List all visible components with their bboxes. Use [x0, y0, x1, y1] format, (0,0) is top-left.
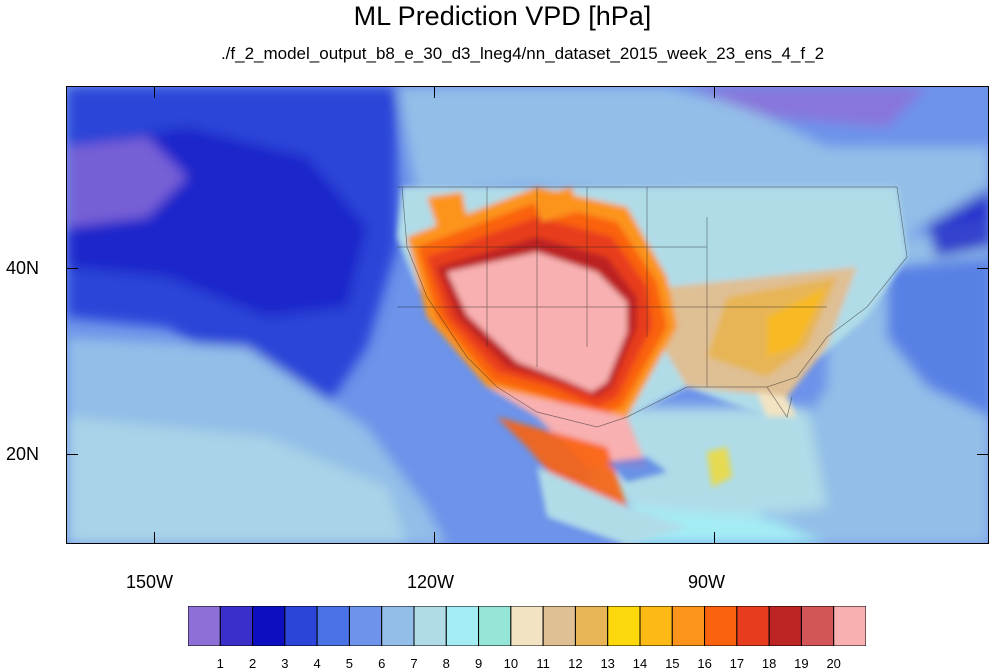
colorbar-tick-label: 6	[378, 656, 386, 671]
colorbar-swatch	[284, 606, 318, 646]
tick-right-40n	[977, 268, 989, 269]
colorbar	[188, 606, 866, 646]
colorbar-tick-label: 17	[729, 656, 745, 671]
tick-left-40n	[66, 268, 78, 269]
colorbar-tick-label: 11	[536, 656, 550, 671]
colorbar-swatch	[510, 606, 544, 646]
colorbar-tick-label: 4	[313, 656, 321, 671]
colorbar-swatch	[833, 606, 866, 646]
colorbar-swatch	[445, 606, 480, 646]
lon-label-120w: 120W	[407, 572, 455, 592]
map-title: ML Prediction VPD [hPa]	[353, 1, 652, 31]
colorbar-tick-label: 16	[697, 656, 712, 671]
colorbar-tick-label: 18	[761, 656, 777, 671]
colorbar-tick-label: 20	[826, 656, 841, 671]
tick-right-20n	[977, 454, 989, 455]
tick-bottom-150w	[154, 532, 155, 544]
colorbar-swatch	[542, 606, 576, 646]
colorbar-swatch	[219, 606, 254, 646]
colorbar-tick-label: 2	[248, 656, 257, 671]
lat-label-20n: 20N	[6, 444, 40, 464]
lon-label-90w: 90W	[688, 572, 726, 592]
tick-top-150w	[154, 86, 155, 98]
tick-bottom-90w	[714, 532, 715, 544]
colorbar-swatch	[639, 606, 673, 646]
ocean-bands	[67, 87, 988, 543]
colorbar-tick-label: 3	[281, 656, 289, 671]
lat-label-40n: 40N	[6, 258, 40, 278]
colorbar-swatch	[252, 606, 286, 646]
colorbar-tick-label: 10	[503, 656, 519, 671]
colorbar-tick-label: 15	[665, 656, 680, 671]
colorbar-swatch	[800, 606, 835, 646]
tick-left-20n	[66, 454, 78, 455]
colorbar-tick-label: 14	[632, 656, 648, 671]
tick-bottom-120w	[434, 532, 435, 544]
lon-label-150w: 150W	[126, 572, 174, 592]
colorbar-swatch	[188, 606, 221, 646]
map-plot-area	[66, 86, 989, 544]
colorbar-tick-label: 7	[410, 656, 418, 671]
vpd-field-map	[67, 87, 988, 543]
colorbar-swatch	[607, 606, 641, 646]
boundary-lines	[397, 186, 908, 428]
colorbar-tick-label: 13	[600, 656, 615, 671]
tick-top-90w	[714, 86, 715, 98]
colorbar-tick-label: 1	[216, 656, 224, 671]
colorbar-tick-label: 8	[442, 656, 450, 671]
colorbar-swatch	[478, 606, 512, 646]
colorbar-swatch	[348, 606, 383, 646]
colorbar-swatches	[188, 606, 866, 646]
colorbar-tick-label: 5	[345, 656, 353, 671]
colorbar-swatch	[736, 606, 770, 646]
colorbar-swatch	[413, 606, 447, 646]
map-subtitle: ./f_2_model_output_b8_e_30_d3_lneg4/nn_d…	[220, 44, 825, 63]
colorbar-swatch	[316, 606, 350, 646]
colorbar-swatch	[704, 606, 738, 646]
colorbar-swatch	[574, 606, 609, 646]
colorbar-tick-label: 9	[474, 656, 483, 671]
colorbar-swatch	[381, 606, 415, 646]
colorbar-swatch	[671, 606, 706, 646]
colorbar-tick-label: 12	[568, 656, 583, 671]
colorbar-tick-label: 19	[794, 656, 809, 671]
tick-top-120w	[434, 86, 435, 98]
colorbar-swatch	[768, 606, 802, 646]
